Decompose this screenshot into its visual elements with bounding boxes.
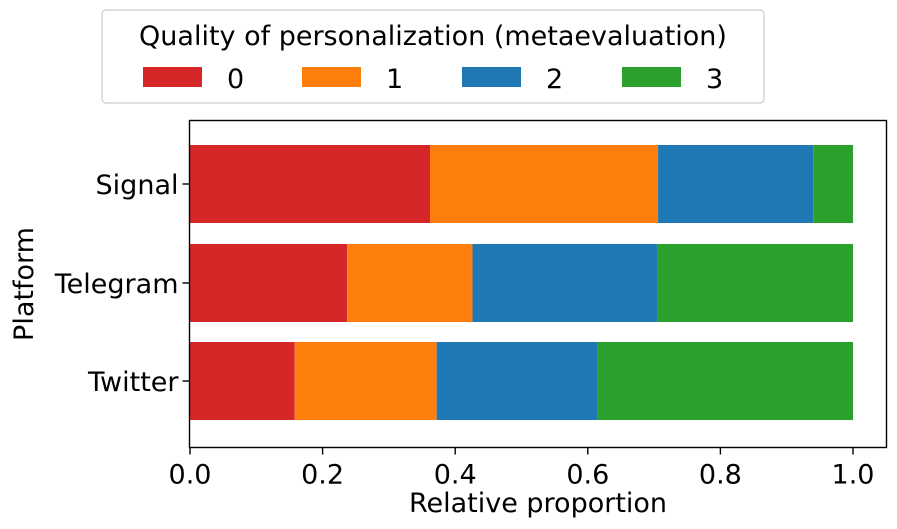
bar-signal-level-0 <box>190 145 431 223</box>
x-ticks: 0.0 0.2 0.4 0.6 0.8 1.0 <box>169 447 875 491</box>
legend-label-0: 0 <box>227 64 244 95</box>
bar-telegram-level-0 <box>190 244 348 322</box>
bar-telegram-level-3 <box>657 244 853 322</box>
legend-swatch-2 <box>462 67 521 87</box>
x-tick-label: 0.8 <box>699 460 742 491</box>
bar-twitter-level-0 <box>190 342 295 420</box>
y-tick-label: Twitter <box>87 367 179 398</box>
bar-twitter-level-1 <box>294 342 437 420</box>
legend-label-1: 1 <box>386 64 403 95</box>
y-ticks: Signal Telegram Twitter <box>54 170 190 398</box>
bar-telegram-level-2 <box>472 244 658 322</box>
legend-label-3: 3 <box>706 64 723 95</box>
x-tick-label: 0.0 <box>169 460 212 491</box>
legend-frame <box>101 9 765 104</box>
bar-twitter-level-2 <box>436 342 598 420</box>
x-tick-label: 0.2 <box>301 460 344 491</box>
bar-telegram-level-1 <box>347 244 473 322</box>
bar-twitter-level-3 <box>597 342 853 420</box>
plot-frame <box>188 119 888 449</box>
bar-signal-level-1 <box>430 145 659 223</box>
x-tick-label: 0.4 <box>434 460 477 491</box>
y-tick-label: Telegram <box>54 269 179 300</box>
legend-label-2: 2 <box>546 64 563 95</box>
legend-swatch-1 <box>302 67 361 87</box>
x-axis-title: Relative proportion <box>409 488 667 519</box>
legend: Quality of personalization (metaevaluati… <box>101 9 765 104</box>
x-tick-label: 1.0 <box>832 460 875 491</box>
bars <box>190 145 853 420</box>
y-axis-title: Platform <box>9 227 40 341</box>
legend-swatch-3 <box>622 67 681 87</box>
legend-title: Quality of personalization (metaevaluati… <box>139 21 727 52</box>
x-tick-label: 0.6 <box>566 460 609 491</box>
bar-signal-level-2 <box>658 145 814 223</box>
legend-swatch-0 <box>143 67 202 87</box>
bar-signal-level-3 <box>813 145 853 223</box>
y-tick-label: Signal <box>96 170 179 201</box>
